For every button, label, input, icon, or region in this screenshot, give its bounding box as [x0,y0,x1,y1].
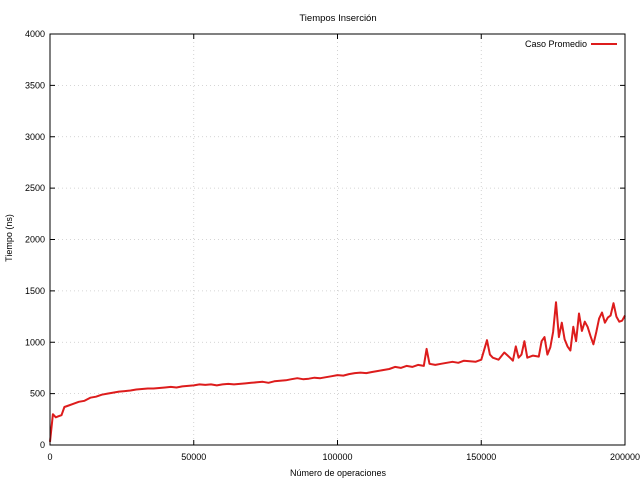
x-axis-label: Número de operaciones [290,468,387,478]
y-tick-label: 1000 [25,337,45,347]
y-tick-label: 2000 [25,235,45,245]
y-tick-label: 2500 [25,183,45,193]
y-axis-label: Tiempo (ns) [4,214,14,262]
series-line-caso-promedio [49,301,626,443]
x-tick-label: 100000 [322,452,352,462]
y-tick-label: 3000 [25,132,45,142]
chart-title: Tiempos Inserción [299,13,376,24]
series-group [49,301,626,443]
x-tick-label: 0 [47,452,52,462]
y-tick-labels: 0 500 1000 1500 2000 2500 3000 3500 4000 [25,29,45,450]
gridlines [50,34,625,445]
legend-label-caso-promedio: Caso Promedio [525,39,587,49]
x-tick-label: 200000 [610,452,640,462]
y-tick-label: 4000 [25,29,45,39]
plot-frame [49,33,626,446]
legend: Caso Promedio [525,39,617,49]
y-tick-label: 3500 [25,80,45,90]
y-tick-label: 0 [40,440,45,450]
y-tick-label: 1500 [25,286,45,296]
y-tick-label: 500 [30,389,45,399]
x-tick-labels: 0 50000 100000 150000 200000 [47,452,640,462]
x-tick-label: 150000 [466,452,496,462]
x-tick-label: 50000 [181,452,206,462]
